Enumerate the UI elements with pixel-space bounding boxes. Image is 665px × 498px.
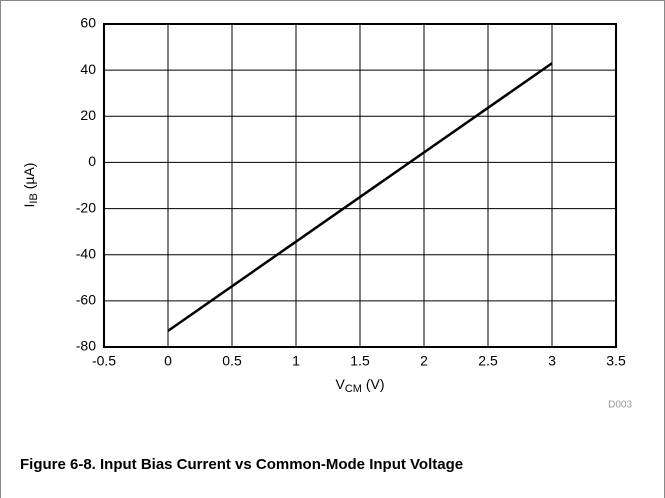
plot-border <box>103 23 617 348</box>
note: D003 <box>608 400 632 411</box>
x-label-rest: (V) <box>362 376 385 392</box>
y-tick-label: -60 <box>76 292 96 308</box>
x-tick-label: 1.5 <box>350 353 370 369</box>
x-tick-label: 0 <box>164 353 172 369</box>
y-tick-label: -20 <box>76 199 96 215</box>
x-label-main: V <box>335 376 345 392</box>
caption: Figure 6-8. Input Bias Current vs Common… <box>20 456 463 473</box>
y-tick-label: -80 <box>76 338 96 354</box>
y-axis-label: IIB (µA) <box>21 163 40 208</box>
y-label-rest: (µA) <box>21 163 37 194</box>
x-label-sub: CM <box>345 383 362 395</box>
y-tick-label: 0 <box>88 153 96 169</box>
x-tick-label: -0.5 <box>92 353 116 369</box>
y-label-sub: IB <box>28 193 40 203</box>
y-tick-label: 20 <box>80 107 96 123</box>
x-tick-label: 1 <box>292 353 300 369</box>
y-tick-label: -40 <box>76 245 96 261</box>
x-tick-label: 0.5 <box>222 353 242 369</box>
x-tick-label: 2.5 <box>478 353 498 369</box>
y-label-main: I <box>21 204 37 208</box>
data-line <box>167 62 553 332</box>
x-tick-label: 2 <box>420 353 428 369</box>
x-tick-label: 3.5 <box>606 353 626 369</box>
y-tick-label: 40 <box>80 61 96 77</box>
x-axis-label: VCM (V) <box>335 376 384 395</box>
y-tick-label: 60 <box>80 15 96 31</box>
x-tick-label: 3 <box>548 353 556 369</box>
